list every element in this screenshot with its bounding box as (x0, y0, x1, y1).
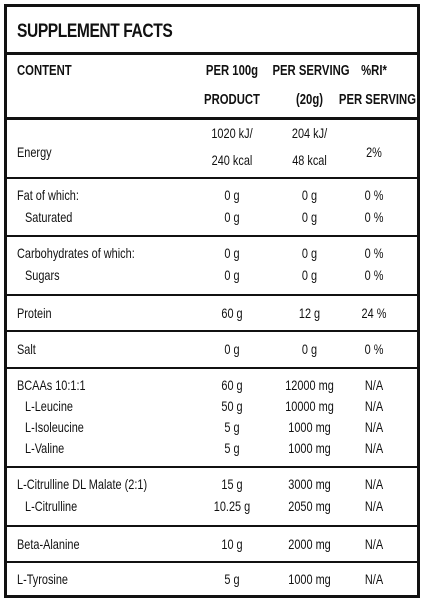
header-content: CONTENT (17, 63, 72, 79)
row-fat-per100: 0 g (224, 187, 240, 203)
row-isoleucine-serving: 1000 mg (288, 419, 331, 435)
header-ri-line1: %RI* (361, 63, 387, 79)
row-isoleucine-name: L-Isoleucine (25, 419, 84, 435)
row-energy-name: Energy (17, 144, 52, 160)
row-energy-per100-kcal: 240 kcal (211, 152, 253, 168)
row-beta-alanine-name: Beta-Alanine (17, 536, 80, 552)
row-citrulline-per100: 10.25 g (213, 498, 251, 514)
row-bcaa-ri: N/A (364, 377, 384, 393)
row-tyrosine-serving: 1000 mg (288, 571, 331, 587)
row-saturated-ri: 0 % (364, 209, 384, 225)
row-salt-name: Salt (17, 341, 36, 357)
row-sugars-per100: 0 g (224, 267, 240, 283)
row-valine-per100: 5 g (224, 440, 240, 456)
row-citrulline-ri: N/A (364, 498, 384, 514)
row-fat-name: Fat of which: (17, 187, 79, 203)
row-protein-name: Protein (17, 305, 52, 321)
divider (7, 52, 417, 55)
row-citrulline-serving: 2050 mg (288, 498, 331, 514)
divider (7, 117, 417, 120)
row-leucine-name: L-Leucine (25, 398, 73, 414)
divider (7, 177, 417, 179)
row-isoleucine-per100: 5 g (224, 419, 240, 435)
panel-title: SUPPLEMENT FACTS (17, 21, 173, 42)
row-saturated-name: Saturated (25, 209, 73, 225)
row-valine-name: L-Valine (25, 440, 65, 456)
divider (7, 330, 417, 332)
header-serving-line1: PER SERVING (272, 63, 350, 79)
row-sugars-ri: 0 % (364, 267, 384, 283)
row-saturated-per100: 0 g (224, 209, 240, 225)
row-tyrosine-name: L-Tyrosine (17, 571, 68, 587)
row-citrulline-malate-per100: 15 g (221, 476, 243, 492)
row-energy-per100-kj: 1020 kJ/ (211, 125, 253, 141)
row-citrulline-name: L-Citrulline (25, 498, 78, 514)
row-beta-alanine-ri: N/A (364, 536, 384, 552)
divider (7, 525, 417, 527)
row-sugars-serving: 0 g (301, 267, 318, 283)
row-tyrosine-per100: 5 g (224, 571, 240, 587)
row-salt-ri: 0 % (364, 341, 384, 357)
row-carbs-ri: 0 % (364, 245, 384, 261)
row-valine-ri: N/A (364, 440, 384, 456)
row-beta-alanine-serving: 2000 mg (288, 536, 331, 552)
divider (7, 561, 417, 563)
divider (7, 294, 417, 296)
row-energy-serving-kj: 204 kJ/ (291, 125, 328, 141)
row-salt-per100: 0 g (224, 341, 240, 357)
header-serving-line2: (20g) (295, 92, 324, 108)
row-bcaa-per100: 60 g (221, 377, 243, 393)
row-energy-ri: 2% (366, 144, 382, 160)
row-energy-serving-kcal: 48 kcal (292, 152, 327, 168)
supplement-facts-panel: SUPPLEMENT FACTS CONTENT PER 100g PRODUC… (4, 4, 420, 598)
divider (7, 367, 417, 369)
row-fat-serving: 0 g (301, 187, 318, 203)
header-per100-line2: PRODUCT (204, 92, 260, 108)
row-protein-ri: 24 % (361, 305, 387, 321)
row-leucine-serving: 10000 mg (285, 398, 334, 414)
row-saturated-serving: 0 g (301, 209, 318, 225)
divider (7, 235, 417, 237)
row-salt-serving: 0 g (301, 341, 318, 357)
row-sugars-name: Sugars (25, 267, 60, 283)
divider (7, 466, 417, 468)
row-carbs-per100: 0 g (224, 245, 240, 261)
header-per100-line1: PER 100g (205, 63, 259, 79)
row-isoleucine-ri: N/A (364, 419, 384, 435)
row-leucine-ri: N/A (364, 398, 384, 414)
row-protein-per100: 60 g (221, 305, 243, 321)
row-valine-serving: 1000 mg (288, 440, 331, 456)
row-citrulline-malate-ri: N/A (364, 476, 384, 492)
row-leucine-per100: 50 g (221, 398, 243, 414)
row-carbs-name: Carbohydrates of which: (17, 245, 135, 261)
row-carbs-serving: 0 g (301, 245, 318, 261)
row-citrulline-malate-name: L-Citrulline DL Malate (2:1) (17, 476, 148, 492)
row-protein-serving: 12 g (298, 305, 321, 321)
row-beta-alanine-per100: 10 g (221, 536, 243, 552)
row-bcaa-serving: 12000 mg (285, 377, 334, 393)
row-fat-ri: 0 % (364, 187, 384, 203)
row-tyrosine-ri: N/A (364, 571, 384, 587)
row-bcaa-name: BCAAs 10:1:1 (17, 377, 86, 393)
header-ri-line2: PER SERVING (338, 92, 417, 108)
row-citrulline-malate-serving: 3000 mg (288, 476, 331, 492)
